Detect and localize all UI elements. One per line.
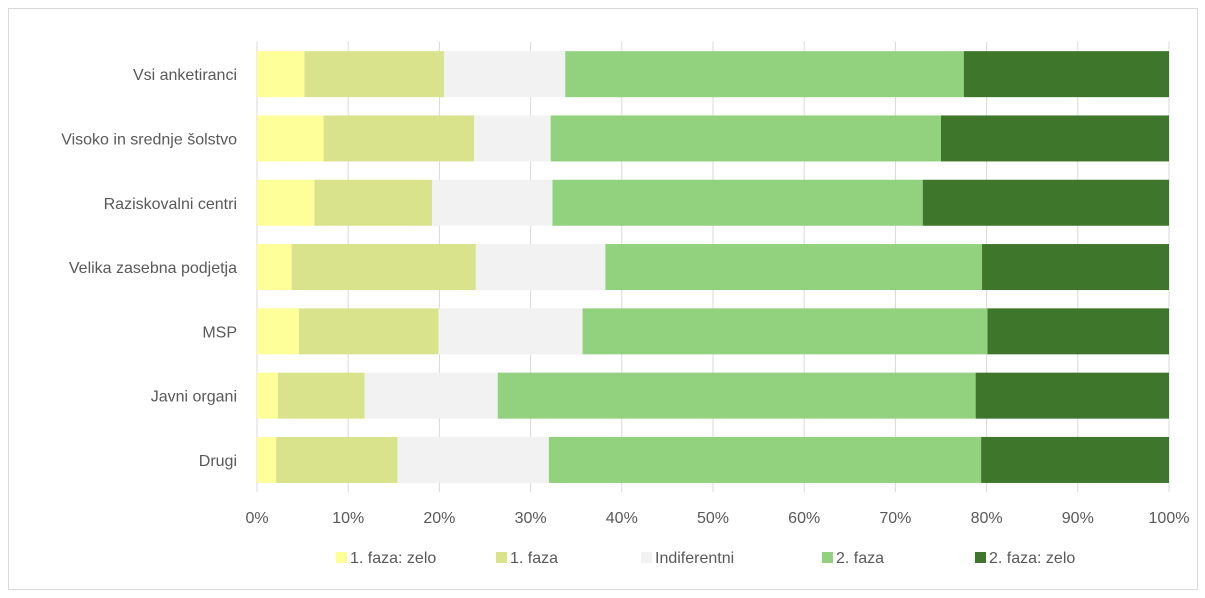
bar-segment [975,372,1169,419]
bar-segment [981,436,1169,483]
x-tick-label: 100% [1149,510,1190,527]
legend-label: 2. faza [836,550,884,567]
bar-segment [922,179,1169,226]
bar-segment [291,244,476,291]
bar-segment [257,115,324,162]
bar-segment [548,436,982,483]
x-tick-label: 70% [879,510,911,527]
category-label: Javni organi [151,389,237,406]
category-label: Vsi anketiranci [133,67,237,84]
bar-segment [257,308,299,355]
x-tick-label: 90% [1062,510,1094,527]
legend-swatch [336,552,347,563]
x-tick-label: 30% [515,510,547,527]
legend-swatch [975,552,986,563]
bar-segment [397,436,549,483]
legend-swatch [822,552,833,563]
bar-segment [987,308,1169,355]
category-label: MSP [202,324,237,341]
legend-label: 1. faza [510,550,558,567]
bar-segment [475,244,606,291]
bar-area [257,51,1169,483]
category-label: Raziskovalni centri [104,196,237,213]
bar-segment [323,115,475,162]
bar-segment [605,244,983,291]
category-label: Velika zasebna podjetja [69,260,237,277]
x-tick-label: 20% [423,510,455,527]
category-axis-labels: Vsi anketiranci Visoko in srednje šolstvo… [61,67,237,470]
bar-segment [438,308,583,355]
bar-segment [963,51,1169,98]
x-tick-label: 10% [332,510,364,527]
bar-segment [257,179,315,226]
bar-segment [364,372,498,419]
x-tick-label: 50% [697,510,729,527]
legend-swatch [641,552,652,563]
bar-segment [276,436,398,483]
x-tick-label: 0% [245,510,268,527]
legend-swatch [496,552,507,563]
legend-label: 1. faza: zelo [350,550,436,567]
bar-segment [314,179,433,226]
bar-segment [432,179,553,226]
bar-segment [257,244,292,291]
legend-label: Indiferentni [655,550,734,567]
bar-segment [474,115,551,162]
bar-segment [304,51,444,98]
bar-segment [257,51,305,98]
legend: 1. faza: zelo 1. faza Indiferentni 2. faza 2… [336,550,1075,567]
x-tick-label: 80% [971,510,1003,527]
bar-segment [298,308,439,355]
stacked-bar-chart: Vsi anketiranci Visoko in srednje šolstvo… [61,42,1189,567]
bar-segment [257,436,277,483]
bar-segment [565,51,964,98]
bar-segment [550,115,941,162]
category-label: Drugi [199,453,237,470]
x-tick-label: 60% [788,510,820,527]
legend-label: 2. faza: zelo [989,550,1075,567]
bar-segment [497,372,976,419]
bar-segment [982,244,1169,291]
category-label: Visoko in srednje šolstvo [61,131,237,148]
bar-segment [941,115,1169,162]
bar-segment [582,308,988,355]
x-tick-label: 40% [606,510,638,527]
bar-segment [443,51,566,98]
chart-frame: Vsi anketiranci Visoko in srednje šolstvo… [8,8,1198,590]
bar-segment [257,372,278,419]
bar-segment [552,179,923,226]
value-axis-tick-labels: 0% 10% 20% 30% 40% 50% 60% 70% 80% 90% 100% [245,510,1189,527]
bar-segment [277,372,365,419]
